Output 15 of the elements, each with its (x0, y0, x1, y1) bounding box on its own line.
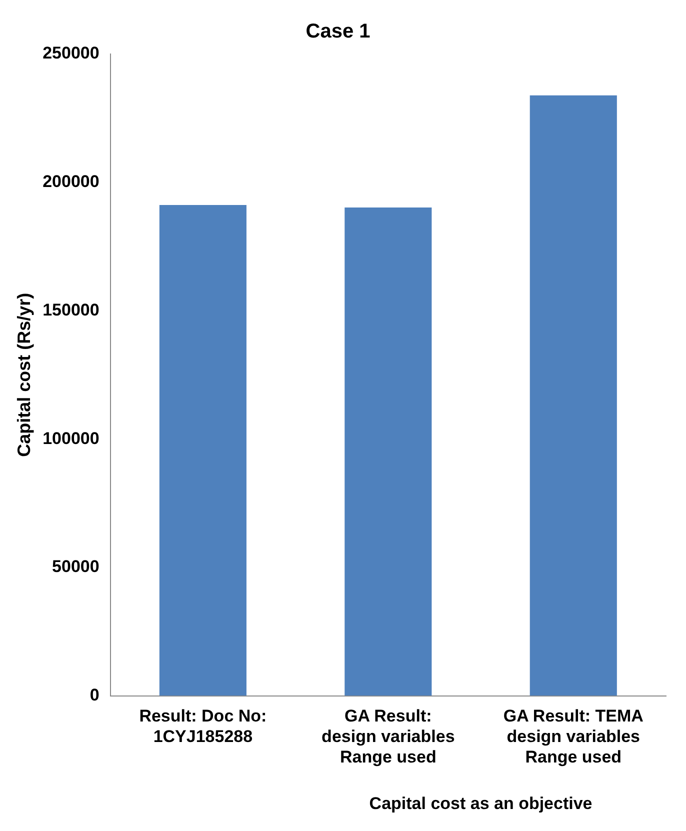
x-tick-label: GA Result: TEMA design variables Range used (503, 706, 644, 766)
y-tick-label: 100000 (42, 428, 100, 448)
bar (159, 204, 246, 696)
y-tick-label: 150000 (42, 300, 100, 320)
x-tick-label: Result: Doc No: 1CYJ185288 (139, 706, 267, 746)
y-tick-label: 200000 (42, 172, 100, 192)
y-axis-title: Capital cost (Rs/yr) (14, 292, 34, 457)
y-tick-label: 0 (90, 685, 100, 704)
bar (530, 95, 617, 696)
y-tick-label: 250000 (42, 44, 100, 63)
x-tick-label: GA Result: design variables Range used (322, 706, 455, 766)
bar (344, 208, 432, 696)
text: Capital cost as an objective (369, 794, 592, 813)
chart-title: Case 1 (306, 20, 370, 43)
y-tick-label: 50000 (52, 557, 100, 576)
